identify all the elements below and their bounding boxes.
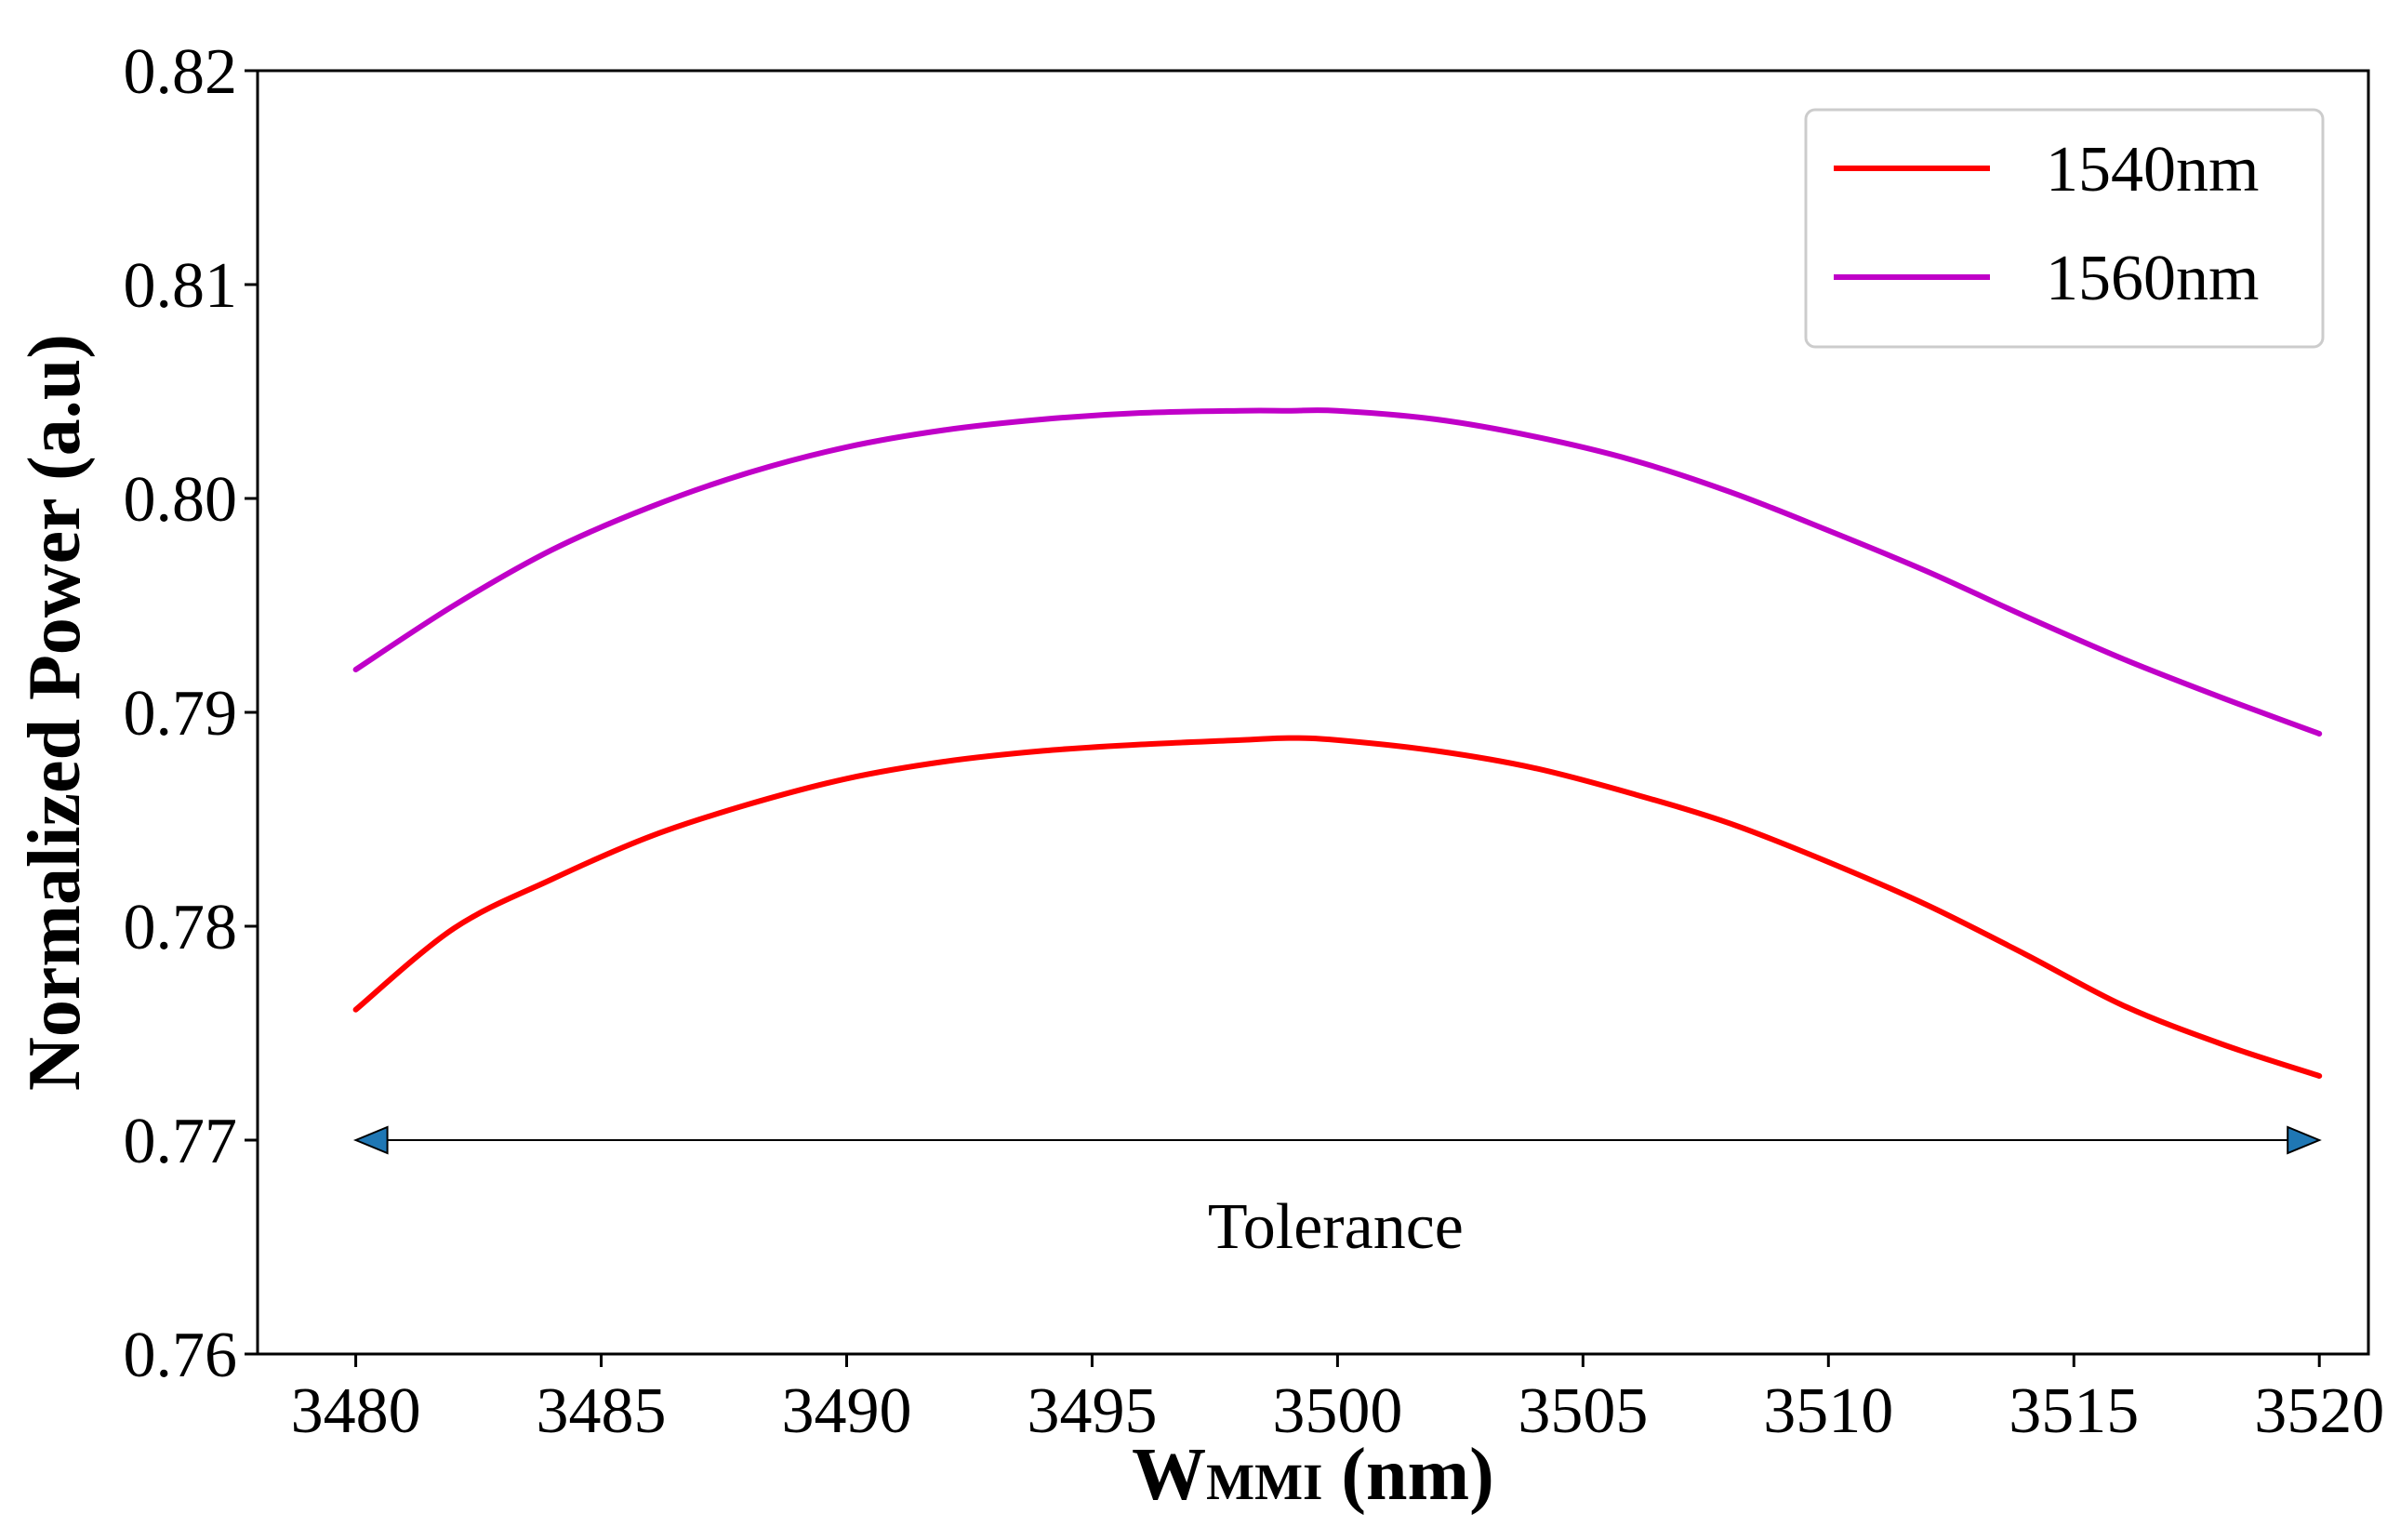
- legend: 1540nm 1560nm: [1804, 108, 2325, 349]
- y-tick-label: 0.82: [124, 36, 238, 108]
- y-axis-ticks: 0.76 0.77 0.78 0.79 0.80 0.81 0.82: [124, 36, 258, 1391]
- y-tick-label: 0.77: [124, 1106, 238, 1177]
- tolerance-arrow-right-head: [2287, 1125, 2322, 1155]
- tolerance-label: Tolerance: [1208, 1191, 1464, 1263]
- tolerance-arrow-left-head: [352, 1125, 389, 1155]
- x-axis-label: WMMI (nm): [1132, 1434, 1494, 1516]
- y-tick-label: 0.81: [124, 250, 238, 322]
- x-axis-ticks: 3480 3485 3490 3495 3500 3505 3510 3515 3520: [291, 1354, 2384, 1447]
- x-tick-label: 3485: [537, 1375, 667, 1447]
- series-line-1540nm: [352, 735, 2323, 1079]
- x-tick-label: 3515: [2009, 1375, 2139, 1447]
- x-axis-label-main: W: [1132, 1434, 1206, 1516]
- x-tick-label: 3490: [781, 1375, 911, 1447]
- y-tick-label: 0.78: [124, 892, 238, 963]
- x-tick-label: 3500: [1272, 1375, 1402, 1447]
- x-tick-label: 3520: [2254, 1375, 2384, 1447]
- x-tick-label: 3495: [1027, 1375, 1157, 1447]
- y-tick-label: 0.76: [124, 1320, 238, 1391]
- x-tick-label: 3505: [1518, 1375, 1648, 1447]
- series-layer: [352, 407, 2323, 1079]
- x-axis-label-unit: (nm): [1322, 1434, 1493, 1516]
- legend-label-1560nm: 1560nm: [2046, 243, 2259, 314]
- y-tick-label: 0.80: [124, 464, 238, 536]
- x-axis-label-subscript: MMI: [1206, 1454, 1322, 1510]
- x-tick-label: 3480: [291, 1375, 421, 1447]
- series-line-1560nm: [352, 407, 2323, 737]
- legend-label-1540nm: 1540nm: [2046, 134, 2259, 206]
- y-tick-label: 0.79: [124, 678, 238, 750]
- x-tick-label: 3510: [1763, 1375, 1893, 1447]
- tolerance-annotation: Tolerance: [352, 1125, 2322, 1263]
- y-axis-label: Normalized Power (a.u): [14, 334, 96, 1091]
